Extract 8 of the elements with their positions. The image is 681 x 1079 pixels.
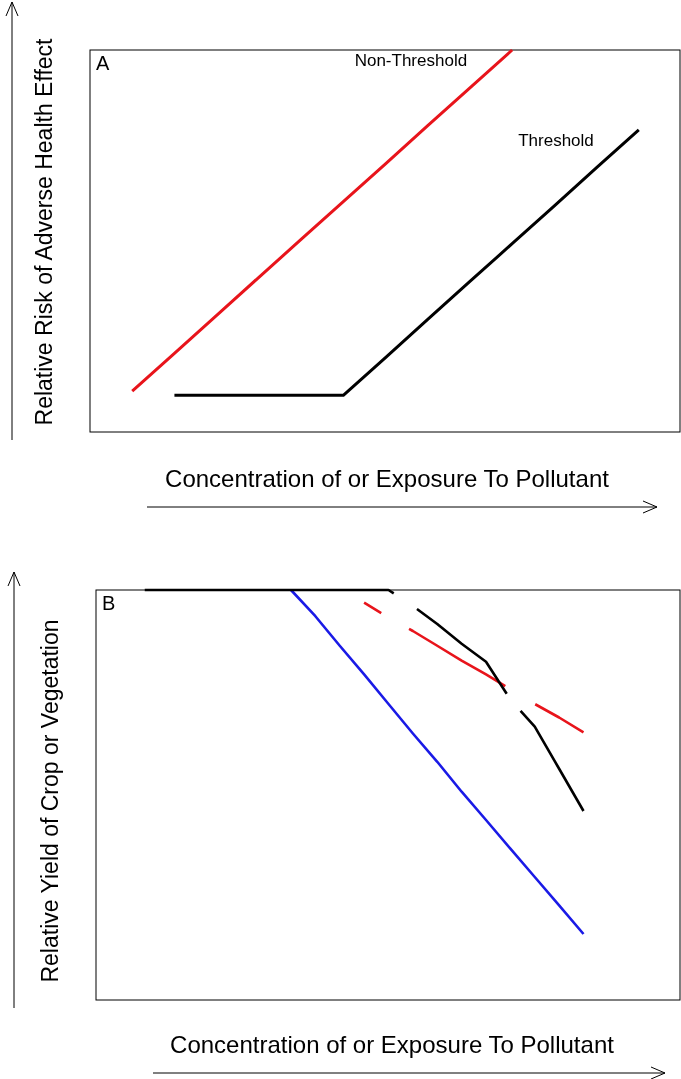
series-label: Threshold (518, 130, 594, 150)
x-axis-title: Concentration of or Exposure To Pollutant (165, 465, 610, 492)
chart-title: A (96, 52, 110, 74)
y-axis-title: Relative Yield of Crop or Vegetation (37, 619, 63, 983)
x-axis-title: Concentration of or Exposure To Pollutant (170, 1031, 615, 1058)
chart-title: B (102, 592, 116, 614)
y-axis-title: Relative Risk of Adverse Health Effect (31, 37, 57, 426)
series-label: Non-Threshold (354, 51, 468, 70)
